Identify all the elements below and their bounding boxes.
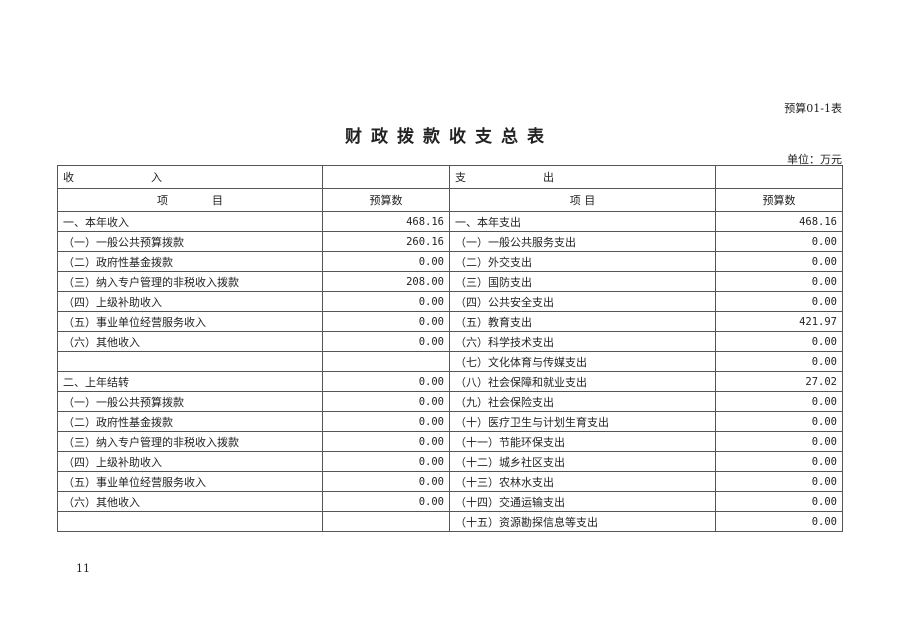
income-header: 收 入 (57, 165, 323, 189)
expense-item: （十四）交通运输支出 (449, 491, 716, 512)
income-item-header: 项 目 (57, 188, 323, 212)
income-item: （五）事业单位经营服务收入 (57, 311, 323, 332)
income-item: （五）事业单位经营服务收入 (57, 471, 323, 492)
expense-value: 0.00 (715, 231, 843, 252)
expense-item: （一）一般公共服务支出 (449, 231, 716, 252)
unit-label: 单位：万元 (787, 153, 842, 166)
income-value: 468.16 (322, 211, 450, 232)
expense-item: （五）教育支出 (449, 311, 716, 332)
form-number: 预算01-1表 (784, 102, 842, 115)
table-header-row: 收 入 支 出 (57, 165, 843, 189)
income-value (322, 351, 450, 372)
table-row: （一）一般公共预算拨款 0.00 （九）社会保险支出 0.00 (57, 391, 843, 412)
expense-value: 0.00 (715, 411, 843, 432)
expense-value: 0.00 (715, 491, 843, 512)
expense-value: 468.16 (715, 211, 843, 232)
expense-value: 0.00 (715, 271, 843, 292)
table-row: （六）其他收入 0.00 （十四）交通运输支出 0.00 (57, 491, 843, 512)
expense-item: （二）外交支出 (449, 251, 716, 272)
expense-item: （十二）城乡社区支出 (449, 451, 716, 472)
income-value: 0.00 (322, 251, 450, 272)
income-value: 0.00 (322, 331, 450, 352)
income-item: 二、上年结转 (57, 371, 323, 392)
table-row: （二）政府性基金拨款 0.00 （二）外交支出 0.00 (57, 251, 843, 272)
table-row: （一）一般公共预算拨款 260.16 （一）一般公共服务支出 0.00 (57, 231, 843, 252)
expense-item: （九）社会保险支出 (449, 391, 716, 412)
expense-item: （三）国防支出 (449, 271, 716, 292)
income-item: （一）一般公共预算拨款 (57, 231, 323, 252)
expense-value: 0.00 (715, 471, 843, 492)
expense-value: 0.00 (715, 451, 843, 472)
empty-cell (322, 165, 450, 189)
income-item (57, 351, 323, 372)
income-value: 0.00 (322, 451, 450, 472)
expense-budget-header: 预算数 (715, 188, 843, 212)
income-item: 一、本年收入 (57, 211, 323, 232)
income-value: 260.16 (322, 231, 450, 252)
income-item (57, 511, 323, 532)
expense-item-header: 项 目 (449, 188, 716, 212)
expense-item: （四）公共安全支出 (449, 291, 716, 312)
income-item: （四）上级补助收入 (57, 291, 323, 312)
income-value: 0.00 (322, 371, 450, 392)
expense-value: 0.00 (715, 511, 843, 532)
expense-value: 421.97 (715, 311, 843, 332)
income-value: 0.00 (322, 431, 450, 452)
table-row: （三）纳入专户管理的非税收入拨款 0.00 （十一）节能环保支出 0.00 (57, 431, 843, 452)
expense-value: 27.02 (715, 371, 843, 392)
expense-item: （十五）资源勘探信息等支出 (449, 511, 716, 532)
expense-value: 0.00 (715, 251, 843, 272)
budget-table: 收 入 支 出 项 目 预算数 项 目 预算数 一、本年收入 468.16 一、本年… (57, 165, 843, 532)
income-value: 0.00 (322, 311, 450, 332)
expense-value: 0.00 (715, 331, 843, 352)
table-row: （六）其他收入 0.00 （六）科学技术支出 0.00 (57, 331, 843, 352)
table-row: （二）政府性基金拨款 0.00 （十）医疗卫生与计划生育支出 0.00 (57, 411, 843, 432)
income-item: （一）一般公共预算拨款 (57, 391, 323, 412)
expense-item: （十）医疗卫生与计划生育支出 (449, 411, 716, 432)
income-item: （四）上级补助收入 (57, 451, 323, 472)
empty-cell (715, 165, 843, 189)
table-row: 一、本年收入 468.16 一、本年支出 468.16 (57, 211, 843, 232)
expense-value: 0.00 (715, 351, 843, 372)
expense-item: （七）文化体育与传媒支出 (449, 351, 716, 372)
income-item: （六）其他收入 (57, 491, 323, 512)
income-value: 0.00 (322, 411, 450, 432)
expense-item: （十三）农林水支出 (449, 471, 716, 492)
expense-item: （八）社会保障和就业支出 (449, 371, 716, 392)
table-row: （四）上级补助收入 0.00 （十二）城乡社区支出 0.00 (57, 451, 843, 472)
table-row: （五）事业单位经营服务收入 0.00 （五）教育支出 421.97 (57, 311, 843, 332)
table-row: （七）文化体育与传媒支出 0.00 (57, 351, 843, 372)
page-number: 11 (76, 562, 90, 575)
income-item: （三）纳入专户管理的非税收入拨款 (57, 431, 323, 452)
expense-item: （十一）节能环保支出 (449, 431, 716, 452)
income-value: 0.00 (322, 491, 450, 512)
table-row: （十五）资源勘探信息等支出 0.00 (57, 511, 843, 532)
page-title: 财政拨款收支总表 (345, 127, 553, 147)
income-value: 208.00 (322, 271, 450, 292)
expense-item: （六）科学技术支出 (449, 331, 716, 352)
table-row: （三）纳入专户管理的非税收入拨款 208.00 （三）国防支出 0.00 (57, 271, 843, 292)
income-value: 0.00 (322, 391, 450, 412)
table-row: （五）事业单位经营服务收入 0.00 （十三）农林水支出 0.00 (57, 471, 843, 492)
table-row: 二、上年结转 0.00 （八）社会保障和就业支出 27.02 (57, 371, 843, 392)
expense-value: 0.00 (715, 291, 843, 312)
income-item: （三）纳入专户管理的非税收入拨款 (57, 271, 323, 292)
income-value: 0.00 (322, 291, 450, 312)
income-item: （六）其他收入 (57, 331, 323, 352)
table-subheader-row: 项 目 预算数 项 目 预算数 (57, 188, 843, 212)
table-row: （四）上级补助收入 0.00 （四）公共安全支出 0.00 (57, 291, 843, 312)
expense-header: 支 出 (449, 165, 716, 189)
income-item: （二）政府性基金拨款 (57, 251, 323, 272)
expense-item: 一、本年支出 (449, 211, 716, 232)
expense-value: 0.00 (715, 391, 843, 412)
income-budget-header: 预算数 (322, 188, 450, 212)
income-value: 0.00 (322, 471, 450, 492)
income-value (322, 511, 450, 532)
income-item: （二）政府性基金拨款 (57, 411, 323, 432)
expense-value: 0.00 (715, 431, 843, 452)
